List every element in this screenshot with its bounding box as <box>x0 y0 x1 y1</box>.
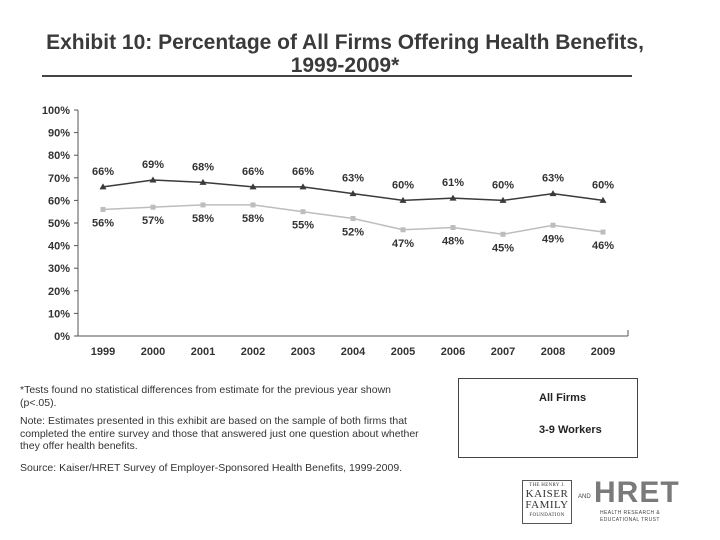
source-text: Source: Kaiser/HRET Survey of Employer-S… <box>20 462 403 474</box>
data-point-all-firms <box>299 183 307 190</box>
data-point-all-firms <box>349 190 357 197</box>
data-label: 56% <box>92 217 114 229</box>
data-label: 66% <box>242 166 264 178</box>
data-point-3-9-workers <box>600 229 606 235</box>
footnote: *Tests found no statistical differences … <box>20 384 391 409</box>
data-label: 61% <box>442 177 464 189</box>
legend-label-3-9-workers: 3-9 Workers <box>539 424 602 436</box>
data-label: 58% <box>192 213 214 225</box>
data-label: 60% <box>392 179 414 191</box>
data-point-3-9-workers <box>350 215 356 221</box>
data-point-3-9-workers <box>250 202 256 208</box>
data-point-all-firms <box>499 196 507 203</box>
x-tick-label: 1999 <box>91 346 115 358</box>
data-label: 69% <box>142 159 164 171</box>
logo-and-text: AND <box>578 494 591 500</box>
data-label: 63% <box>342 173 364 185</box>
data-label: 63% <box>542 173 564 185</box>
x-tick-label: 2005 <box>391 346 415 358</box>
x-tick-label: 2006 <box>441 346 465 358</box>
data-label: 60% <box>492 179 514 191</box>
chart-title-line2: 1999-2009* <box>290 54 400 77</box>
data-label: 60% <box>592 179 614 191</box>
data-label: 66% <box>92 166 114 178</box>
data-label: 47% <box>392 238 414 250</box>
data-point-all-firms <box>249 183 257 190</box>
data-point-all-firms <box>399 196 407 203</box>
y-tick-label: 0% <box>54 331 70 343</box>
data-label: 68% <box>192 161 214 173</box>
data-label: 66% <box>292 166 314 178</box>
data-point-3-9-workers <box>500 231 506 237</box>
y-tick-label: 60% <box>48 195 70 207</box>
data-point-all-firms <box>149 176 157 183</box>
hret-logo-subtitle: HEALTH RESEARCH & EDUCATIONAL TRUST <box>600 510 661 523</box>
data-label: 55% <box>292 220 314 232</box>
data-label: 48% <box>442 236 464 248</box>
data-point-3-9-workers <box>200 202 206 208</box>
y-tick-label: 20% <box>48 286 70 298</box>
data-label: 52% <box>342 226 364 238</box>
y-tick-label: 90% <box>48 128 70 140</box>
x-tick-label: 2000 <box>141 346 165 358</box>
y-tick-label: 100% <box>42 105 70 117</box>
data-point-3-9-workers <box>400 227 406 233</box>
x-tick-label: 2007 <box>491 346 515 358</box>
data-point-all-firms <box>99 183 107 190</box>
data-label: 57% <box>142 215 164 227</box>
x-tick-label: 2009 <box>591 346 615 358</box>
data-label: 46% <box>592 240 614 252</box>
legend-label-all-firms: All Firms <box>539 392 587 404</box>
data-label: 49% <box>542 233 564 245</box>
y-tick-label: 10% <box>48 308 70 320</box>
x-tick-label: 2002 <box>241 346 265 358</box>
data-label: 45% <box>492 242 514 254</box>
y-tick-label: 40% <box>48 241 70 253</box>
data-point-all-firms <box>599 196 607 203</box>
data-point-3-9-workers <box>550 222 556 228</box>
data-point-all-firms <box>549 190 557 197</box>
data-point-all-firms <box>449 194 457 201</box>
kaiser-family-foundation-logo: THE HENRY J. KAISER FAMILY FOUNDATION <box>522 480 572 524</box>
chart-legend: All Firms 3-9 Workers <box>458 378 638 458</box>
data-label: 58% <box>242 213 264 225</box>
title-rule <box>42 75 632 77</box>
x-tick-label: 2001 <box>191 346 215 358</box>
data-point-3-9-workers <box>150 204 156 210</box>
y-tick-label: 30% <box>48 263 70 275</box>
chart-title-line1: Exhibit 10: Percentage of All Firms Offe… <box>46 31 644 54</box>
hret-logo: HRET <box>594 476 680 509</box>
y-tick-label: 50% <box>48 218 70 230</box>
x-tick-label: 2004 <box>341 346 366 358</box>
line-chart: 0% 10% 20% 30% 40% 50% 60% 70% 80% 90% 100% 1999 200… <box>42 105 629 358</box>
x-tick-label: 2003 <box>291 346 315 358</box>
note-text: Note: Estimates presented in this exhibi… <box>20 415 419 452</box>
data-point-3-9-workers <box>100 206 106 212</box>
data-point-all-firms <box>199 178 207 185</box>
data-point-3-9-workers <box>450 225 456 231</box>
y-tick-label: 80% <box>48 150 70 162</box>
y-tick-label: 70% <box>48 173 70 185</box>
x-tick-label: 2008 <box>541 346 565 358</box>
data-point-3-9-workers <box>300 209 306 215</box>
